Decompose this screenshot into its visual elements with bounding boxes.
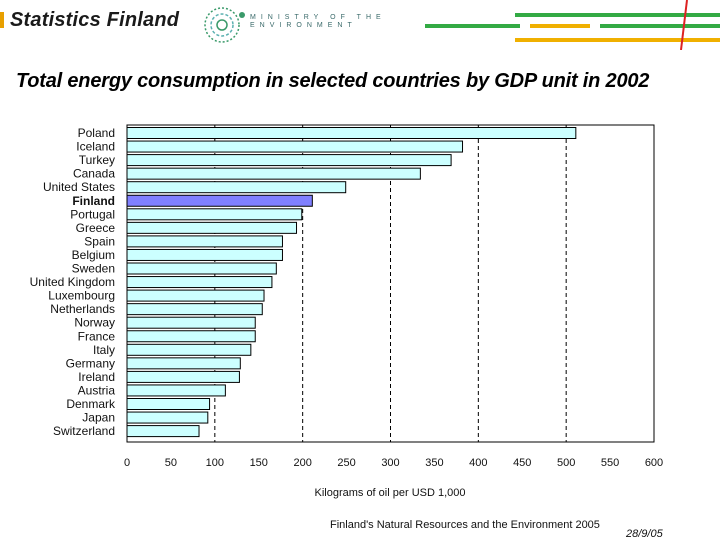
bar (126, 411, 209, 424)
bar (126, 425, 200, 438)
bar (126, 248, 283, 261)
footer-source: Finland's Natural Resources and the Envi… (330, 519, 600, 531)
chart-title: Total energy consumption in selected cou… (16, 70, 650, 92)
bar (126, 276, 273, 289)
category-label: Ireland (78, 370, 115, 384)
x-tick-label: 0 (124, 457, 130, 469)
category-label: Canada (73, 167, 115, 181)
category-label: United States (43, 180, 115, 194)
category-label: Greece (76, 221, 116, 235)
bar (126, 370, 240, 383)
bar (126, 127, 577, 139)
x-tick-label: 50 (165, 457, 177, 469)
bar (126, 221, 298, 234)
category-label: Germany (66, 356, 115, 370)
ministry-name-line1: MINISTRY OF THE (250, 14, 386, 21)
bar (126, 208, 303, 221)
bar (126, 398, 211, 410)
category-label: Luxembourg (48, 289, 115, 303)
category-label: Norway (74, 316, 115, 330)
bar (126, 154, 452, 167)
bar (126, 140, 464, 153)
ministry-name: MINISTRY OF THE ENVIRONMENT (250, 14, 386, 30)
statistics-finland-logo-mark (0, 12, 4, 28)
ministry-logo-icon (204, 7, 245, 43)
category-label: Austria (78, 383, 116, 397)
header-stripes (425, 0, 720, 50)
bar (126, 167, 421, 180)
bar (126, 289, 265, 302)
category-label: Japan (82, 411, 115, 425)
x-tick-label: 400 (469, 457, 487, 469)
x-tick-label: 350 (425, 457, 443, 469)
category-label: Netherlands (50, 302, 115, 316)
bar-highlight (126, 194, 313, 207)
bar (126, 330, 256, 343)
bar (126, 262, 277, 275)
x-tick-label: 450 (513, 457, 531, 469)
bar (126, 384, 226, 397)
bar (126, 316, 256, 329)
statistics-finland-logo: Statistics Finland (10, 9, 180, 31)
category-label: Denmark (66, 397, 116, 411)
bar (126, 343, 252, 356)
x-tick-label: 500 (557, 457, 575, 469)
ministry-name-line2: ENVIRONMENT (250, 22, 357, 29)
category-label: Italy (93, 343, 115, 357)
category-label: Turkey (79, 153, 115, 167)
bar (126, 303, 263, 316)
x-tick-label: 550 (601, 457, 619, 469)
x-tick-label: 200 (293, 457, 311, 469)
bar-chart: 0 50 100 150 200 250 300 350 400 450 500 550 600 Kilo… (30, 124, 663, 499)
header: Statistics Finland MINISTRY OF THE ENVIR… (0, 0, 720, 50)
x-tick-label: 250 (337, 457, 355, 469)
bar (126, 357, 241, 370)
x-tick-label: 300 (381, 457, 399, 469)
category-label: Spain (84, 234, 115, 248)
category-label: Iceland (76, 140, 115, 154)
category-label: Sweden (72, 262, 115, 276)
category-label: Belgium (72, 248, 115, 262)
category-label: France (78, 329, 116, 343)
x-tick-label: 150 (250, 457, 268, 469)
category-label: Switzerland (53, 424, 115, 438)
footer-date: 28/9/05 (626, 528, 663, 540)
bar (126, 181, 347, 194)
x-axis-label: Kilograms of oil per USD 1,000 (314, 487, 465, 499)
category-label: United Kingdom (30, 275, 115, 289)
x-tick-label: 100 (206, 457, 224, 469)
category-label: Finland (72, 194, 115, 208)
category-label: Portugal (70, 207, 115, 221)
x-tick-label: 600 (645, 457, 663, 469)
bar (126, 235, 283, 248)
category-label: Poland (78, 126, 115, 140)
